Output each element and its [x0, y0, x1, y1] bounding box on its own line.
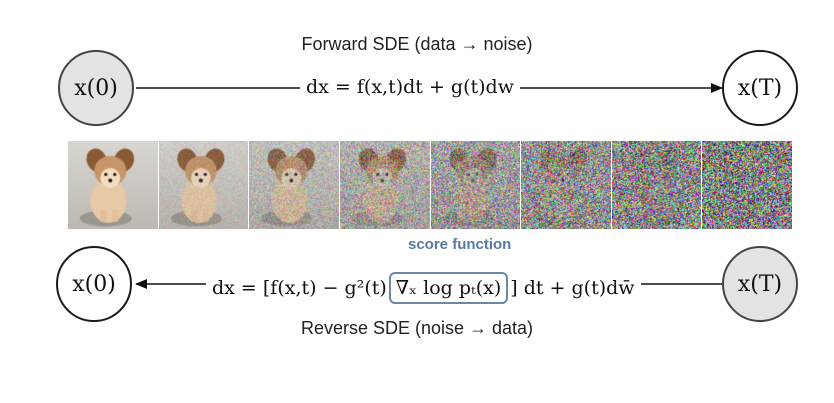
dog-noise-4-image	[430, 141, 521, 229]
dog-noise-3-frame	[339, 141, 430, 229]
image-strip	[68, 141, 792, 229]
score-function-box: ∇ₓ log pₜ(x)	[388, 272, 509, 304]
dog-clean-frame	[68, 141, 158, 229]
dog-noise-4-frame	[430, 141, 521, 229]
reverse-start-node: x(T)	[722, 246, 798, 322]
forward-equation: dx = f(x,t)dt + g(t)dw	[300, 76, 520, 98]
forward-start-node: x(0)	[58, 50, 134, 126]
forward-sde-title: Forward SDE (data → noise)	[301, 34, 533, 54]
dog-noise-5-frame	[521, 141, 611, 229]
reverse-equation-prefix: dx = [f(x,t) − g²(t)	[212, 277, 387, 299]
dog-noise-6-frame	[611, 141, 702, 229]
score-function-label: score function	[408, 236, 512, 253]
dog-noise-1-frame	[158, 141, 249, 229]
dog-clean-image	[68, 141, 158, 229]
reverse-end-node: x(0)	[56, 246, 132, 322]
dog-noise-1-image	[158, 141, 249, 229]
dog-noise-7-frame	[702, 141, 792, 229]
reverse-equation-suffix: ] dt + g(t)dw̄	[510, 277, 635, 299]
reverse-sde-title: Reverse SDE (noise → data)	[300, 318, 534, 338]
dog-noise-5-image	[521, 141, 611, 229]
dog-noise-6-image	[611, 141, 702, 229]
dog-noise-2-frame	[249, 141, 339, 229]
forward-end-node: x(T)	[722, 50, 798, 126]
reverse-equation: dx = [f(x,t) − g²(t) ∇ₓ log pₜ(x)] dt + g…	[206, 272, 641, 304]
dog-noise-7-image	[702, 141, 792, 229]
dog-noise-3-image	[339, 141, 430, 229]
dog-noise-2-image	[249, 141, 339, 229]
